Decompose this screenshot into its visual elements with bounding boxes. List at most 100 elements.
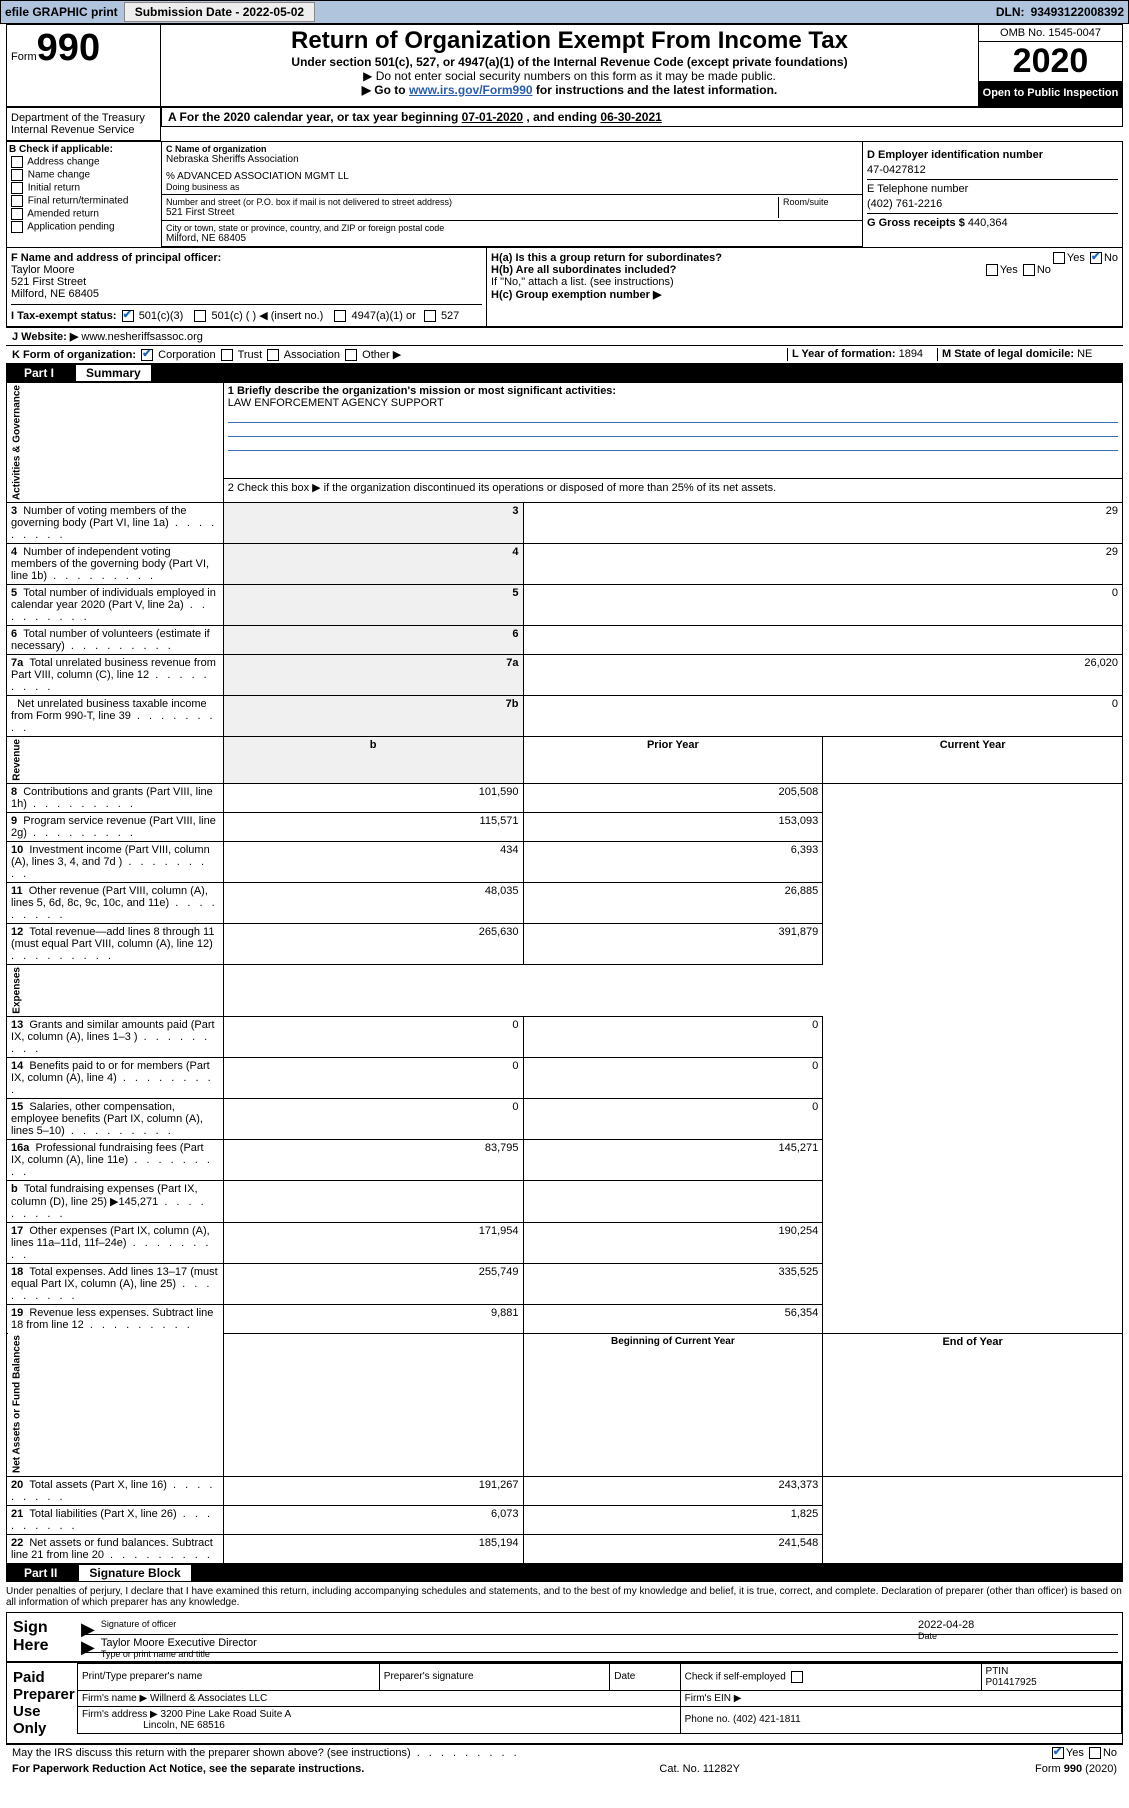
chk-initial[interactable]: Initial return [9,182,159,194]
firm-addr-lbl: Firm's address ▶ [82,1709,158,1720]
hb-label: H(b) Are all subordinates included? [491,264,676,276]
arrow-icon: ▶ [81,1637,95,1652]
dept-irs: Internal Revenue Service [11,124,156,136]
q2: 2 Check this box ▶ if the organization d… [223,479,1122,503]
discuss-no[interactable] [1089,1747,1101,1759]
discuss: May the IRS discuss this return with the… [12,1747,1050,1759]
open-public: Open to Public Inspection [979,81,1122,106]
part2-header: Part II Signature Block [6,1564,1123,1582]
gross: 440,364 [968,217,1008,229]
chk-address[interactable]: Address change [9,156,159,168]
chk-final[interactable]: Final return/terminated [9,195,159,207]
hb-no[interactable] [1023,264,1035,276]
k-other[interactable] [345,349,357,361]
i-label: I Tax-exempt status: [11,310,117,322]
note2-pre: Go to [374,83,409,97]
eoy-hdr: End of Year [823,1333,1123,1476]
discuss-yes[interactable] [1052,1747,1064,1759]
chk-4947[interactable] [334,310,346,322]
chk-501c[interactable] [194,310,206,322]
ptin: P01417925 [986,1677,1037,1688]
ein-label: D Employer identification number [867,149,1118,161]
side-exp: Expenses [7,965,224,1017]
opt-501c3: 501(c)(3) [139,310,184,322]
officer-addr1: 521 First Street [11,276,482,288]
form-word: Form [11,51,37,63]
submission-button[interactable]: Submission Date - 2022-05-02 [124,2,315,22]
sig-intro: Under penalties of perjury, I declare th… [6,1582,1123,1612]
side-ag: Activities & Governance [7,383,224,503]
ha-label: H(a) Is this a group return for subordin… [491,252,722,264]
type-lbl: Type or print name and title [101,1649,1118,1659]
dept-box: Department of the Treasury Internal Reve… [6,107,161,141]
k-corp[interactable] [141,349,153,361]
l-label: L Year of formation: [792,348,896,360]
tax-year: 2020 [979,42,1122,81]
col-b-checkboxes: B Check if applicable: Address change Na… [7,142,162,247]
chk-501c3[interactable] [122,310,134,322]
submission-date: 2022-05-02 [243,5,304,19]
q1-label: 1 Briefly describe the organization's mi… [228,385,1118,397]
opt-4947: 4947(a)(1) or [352,310,416,322]
street: 521 First Street [166,207,778,218]
footer-mid: Cat. No. 11282Y [659,1763,740,1775]
chk-pending[interactable]: Application pending [9,221,159,233]
firm-addr2: Lincoln, NE 68516 [143,1720,225,1731]
cyr-hdr: Current Year [823,737,1123,784]
irs-link[interactable]: www.irs.gov/Form990 [409,83,533,97]
ty-begin: 07-01-2020 [462,110,523,124]
page-title: Return of Organization Exempt From Incom… [167,27,972,55]
prep-date-lbl: Date [610,1663,680,1690]
dba-label: Doing business as [166,182,858,192]
pyr-hdr: Prior Year [523,737,823,784]
k-assoc[interactable] [267,349,279,361]
addr-label: Number and street (or P.O. box if mail i… [166,197,778,207]
f-label: F Name and address of principal officer: [11,252,482,264]
chk-self-emp[interactable] [791,1671,803,1683]
sig-officer-lbl: Signature of officer [101,1619,918,1629]
paid-prep: Paid Preparer Use Only [7,1663,77,1743]
hc-label: H(c) Group exemption number ▶ [491,288,1118,301]
omb: OMB No. 1545-0047 [979,25,1122,42]
colb-title: B Check if applicable: [9,144,159,155]
chk-amended[interactable]: Amended return [9,208,159,220]
org-name-label: C Name of organization [166,144,858,154]
ty-end: 06-30-2021 [600,110,661,124]
gross-label: G Gross receipts $ [867,217,965,229]
sig-date: 2022-04-28 [918,1619,1118,1631]
firm-name-lbl: Firm's name ▶ [82,1693,147,1704]
dln-label: DLN: [996,5,1025,19]
dln-value: 93493122008392 [1031,5,1124,19]
arrow-icon: ▶ [81,1619,95,1634]
k-trust[interactable] [221,349,233,361]
officer-printed: Taylor Moore Executive Director [101,1637,1118,1649]
l-val: 1894 [899,348,923,360]
sign-here: Sign Here [7,1613,77,1661]
firm-ein-lbl: Firm's EIN ▶ [680,1690,1121,1706]
mission: LAW ENFORCEMENT AGENCY SUPPORT [228,397,1118,409]
firm-addr1: 3200 Pine Lake Road Suite A [161,1709,292,1720]
officer-addr2: Milford, NE 68405 [11,288,482,300]
city-label: City or town, state or province, country… [166,223,858,233]
footer-left: For Paperwork Reduction Act Notice, see … [12,1763,364,1775]
j-label: J Website: ▶ [12,331,78,343]
subtitle: Under section 501(c), 527, or 4947(a)(1)… [167,55,972,69]
phone-lbl: Phone no. [685,1714,731,1725]
prep-sig-lbl: Preparer's signature [379,1663,609,1690]
officer-name: Taylor Moore [11,264,482,276]
hb-yes[interactable] [986,264,998,276]
city: Milford, NE 68405 [166,233,858,244]
chk-name[interactable]: Name change [9,169,159,181]
room-label: Room/suite [783,197,858,207]
website: www.nesheriffsassoc.org [81,331,202,343]
self-emp-lbl: Check if self-employed [685,1671,786,1682]
chk-527[interactable] [424,310,436,322]
org-careof: % ADVANCED ASSOCIATION MGMT LL [166,171,858,182]
line-a: A For the 2020 calendar year, or tax yea… [161,107,1123,127]
tel-label: E Telephone number [867,183,1118,195]
part1-header: Part I Summary [6,364,1123,382]
form-990: 990 [37,27,100,69]
firm-name: Willnerd & Associates LLC [150,1693,267,1704]
ha-yes[interactable] [1053,252,1065,264]
ha-no[interactable] [1090,252,1102,264]
